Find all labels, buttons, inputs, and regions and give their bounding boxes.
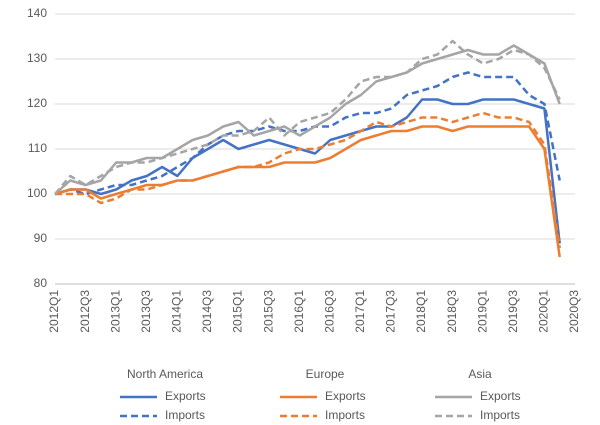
legend-group: North America [127,367,203,381]
x-tick-label: 2018Q3 [445,290,459,333]
legend-group: Europe [306,367,345,381]
x-tick-label: 2014Q3 [200,290,214,333]
legend-label: Exports [325,389,366,403]
x-tick-label: 2019Q3 [506,290,520,333]
x-tick-label: 2015Q1 [231,290,245,333]
y-tick-label: 120 [27,96,47,110]
y-tick-label: 100 [27,186,47,200]
legend-label: Imports [480,408,520,422]
x-tick-label: 2012Q1 [47,290,61,333]
x-tick-label: 2016Q3 [322,290,336,333]
series-line [54,71,561,196]
series-line [54,39,561,195]
legend-group: Asia [468,367,492,381]
legend-label: Exports [165,389,206,403]
x-tick-label: 2017Q1 [353,290,367,333]
x-tick-label: 2015Q3 [261,290,275,333]
series-line [54,125,561,258]
legend-label: Imports [325,408,365,422]
x-tick-label: 2017Q3 [384,290,398,333]
y-tick-label: 140 [27,6,47,20]
series-line [54,98,561,244]
x-tick-label: 2020Q3 [567,290,581,333]
x-tick-label: 2019Q1 [475,290,489,333]
x-tick-label: 2016Q1 [292,290,306,333]
y-tick-label: 90 [34,231,48,245]
y-tick-label: 130 [27,51,47,65]
x-tick-label: 2014Q1 [170,290,184,333]
series-line [55,111,561,249]
y-tick-label: 110 [28,141,47,155]
x-tick-label: 2018Q1 [414,290,428,333]
x-tick-label: 2013Q1 [108,290,122,333]
series-line [54,44,561,195]
legend-label: Imports [165,408,205,422]
y-tick-label: 80 [34,276,48,290]
legend-label: Exports [480,389,521,403]
x-tick-label: 2013Q3 [139,290,153,333]
x-tick-label: 2020Q1 [537,290,551,333]
x-tick-label: 2012Q3 [78,290,92,333]
